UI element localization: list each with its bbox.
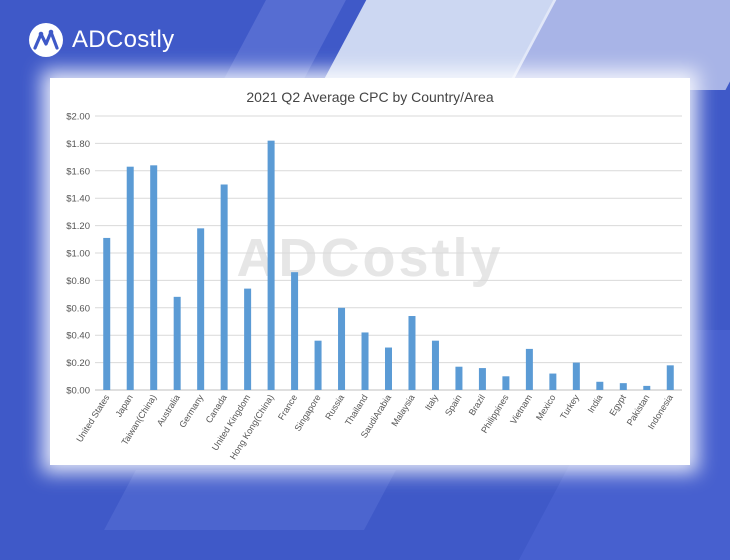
y-tick-label: $1.80 — [66, 139, 90, 150]
x-tick-label: Canada — [204, 393, 229, 425]
cpc-bar-chart: ADCostly 2021 Q2 Average CPC by Country/… — [66, 89, 682, 462]
bar — [478, 368, 486, 390]
bar — [173, 296, 181, 390]
chart-card: ADCostly 2021 Q2 Average CPC by Country/… — [50, 78, 690, 465]
x-tick-label: Spain — [443, 393, 464, 418]
x-tick-label: Mexico — [534, 393, 558, 422]
y-tick-label: $0.60 — [66, 303, 90, 314]
bar — [220, 184, 228, 390]
x-tick-label: Brazil — [467, 393, 487, 417]
bar — [666, 365, 674, 390]
x-tick-label: France — [276, 393, 299, 422]
adcostly-logo-icon — [29, 23, 63, 57]
bar — [385, 347, 392, 390]
bar — [197, 228, 205, 390]
y-tick-label: $1.00 — [66, 249, 90, 260]
bar — [103, 237, 111, 390]
y-tick-label: $0.80 — [66, 276, 90, 287]
bar — [455, 366, 463, 390]
y-tick-label: $1.40 — [66, 194, 90, 205]
watermark: ADCostly — [236, 228, 503, 288]
brand-header: ADCostly — [28, 22, 174, 58]
x-tick-label: Vietnam — [508, 393, 534, 426]
x-tick-label: Egypt — [607, 392, 628, 417]
x-tick-label: United States — [74, 392, 111, 444]
bar — [361, 332, 369, 390]
bar — [502, 376, 510, 390]
bar — [244, 288, 252, 390]
x-tick-label: Japan — [113, 393, 134, 419]
x-tick-label: India — [586, 393, 605, 415]
bar — [408, 316, 416, 390]
bar — [643, 385, 651, 390]
y-tick-label: $0.20 — [66, 358, 90, 369]
background-stripe — [104, 470, 396, 530]
bar — [314, 340, 322, 390]
y-tick-label: $0.40 — [66, 331, 90, 342]
x-tick-label: Russia — [323, 393, 346, 422]
bar — [525, 348, 533, 390]
bar — [267, 140, 275, 390]
bar — [338, 307, 346, 390]
x-tick-label: Malaysia — [389, 393, 416, 428]
bar — [291, 272, 299, 390]
chart-title: 2021 Q2 Average CPC by Country/Area — [246, 89, 493, 105]
y-tick-label: $1.20 — [66, 221, 90, 232]
y-tick-label: $0.00 — [66, 386, 90, 397]
y-tick-label: $1.60 — [66, 166, 90, 177]
bar — [150, 165, 158, 390]
x-tick-label: Italy — [423, 392, 440, 412]
bar — [596, 381, 604, 390]
bar — [431, 340, 439, 390]
x-tick-label: Hong Kong(China) — [228, 393, 276, 462]
bar — [619, 383, 627, 390]
brand-name: ADCostly — [72, 26, 175, 53]
y-tick-label: $2.00 — [66, 112, 90, 123]
bar — [126, 166, 134, 390]
bar — [572, 362, 580, 390]
bar — [549, 373, 557, 390]
x-tick-label: Turkey — [558, 392, 581, 421]
